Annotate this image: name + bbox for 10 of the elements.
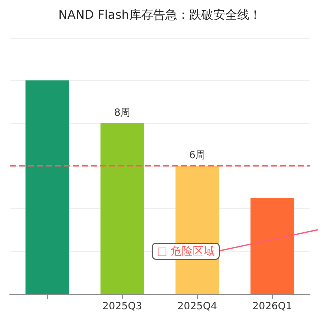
- chart-title: NAND Flash库存告急：跌破安全线！: [58, 8, 262, 22]
- bar: [250, 198, 294, 294]
- x-tick-label: 2025Q3: [102, 302, 142, 312]
- data-label: 8周: [114, 108, 131, 119]
- data-label: 6周: [189, 150, 206, 162]
- annotation: □ 危险区域: [157, 245, 215, 258]
- x-tick-label: 2025Q4: [178, 302, 218, 312]
- bar: [100, 123, 144, 294]
- x-tick-label: 2026Q1: [252, 302, 292, 312]
- bar: [26, 80, 70, 294]
